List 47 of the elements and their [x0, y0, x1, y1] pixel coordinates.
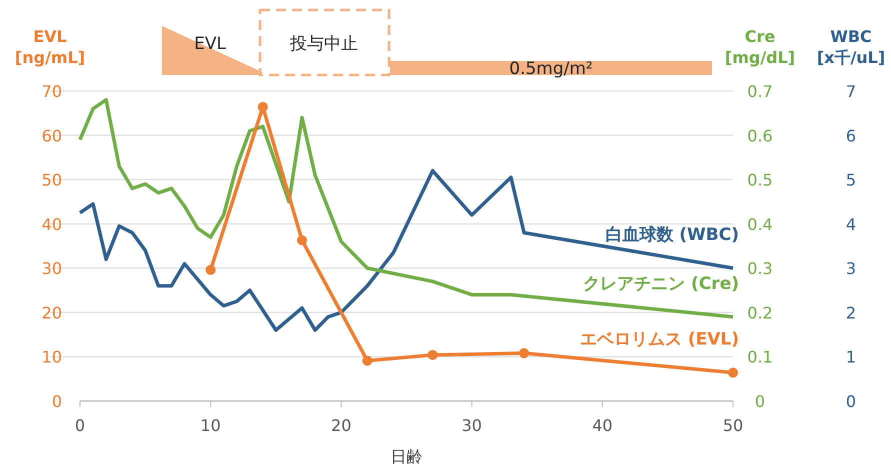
- y3-tick-label: 5: [846, 170, 856, 190]
- x-tick-label: 0: [74, 416, 86, 435]
- y-tick-label: 30: [42, 259, 62, 278]
- y2-axis-title: Cre [mg/dL]: [724, 27, 796, 67]
- y2-tick-label: 0.3: [747, 259, 773, 278]
- y2-tick-label: 0.4: [747, 214, 773, 234]
- y3-tick-label: 7: [846, 82, 856, 101]
- y2-tick-label: 0: [754, 392, 766, 411]
- series-label: クレアチニン (Cre): [583, 274, 739, 294]
- y2-tick-label: 0.1: [747, 348, 773, 367]
- y3-tick-label: 1: [846, 348, 856, 367]
- x-axis-title: 日齢: [390, 447, 422, 466]
- y-tick-label: 70: [42, 82, 62, 101]
- y2-tick-label: 0.2: [747, 303, 773, 322]
- y-tick-label: 40: [42, 214, 62, 234]
- text: EVL: [194, 34, 226, 54]
- y-tick-label: 60: [42, 126, 62, 146]
- y-tick-label: 20: [42, 303, 62, 322]
- point: [519, 348, 530, 358]
- y3-tick-label: 3: [846, 259, 856, 278]
- point: [362, 356, 372, 366]
- point: [206, 264, 216, 275]
- y3-tick-label: 2: [846, 303, 856, 322]
- point: [258, 102, 268, 112]
- y2-tick-label: 0.5: [747, 170, 773, 190]
- y2-tick-label: 0.6: [747, 126, 773, 146]
- y2-tick-label: 0.7: [747, 82, 773, 101]
- x-tick-label: 40: [592, 416, 613, 435]
- text: 0.5mg/m²: [509, 59, 593, 79]
- x-tick-label: 10: [200, 416, 221, 435]
- x-tick-label: 30: [462, 416, 482, 435]
- y-tick-label: 10: [42, 348, 62, 367]
- y-tick-label: 0: [52, 392, 62, 411]
- y3-axis-title: WBC [x千/uL]: [816, 27, 886, 67]
- x-tick-label: 20: [331, 416, 352, 435]
- series-label: 白血球数 (WBC): [605, 225, 739, 246]
- y3-tick-label: 6: [846, 126, 856, 146]
- point: [297, 235, 308, 246]
- point: [428, 350, 438, 360]
- y-axis-title: EVL [ng/mL]: [14, 27, 86, 67]
- y3-tick-label: 4: [846, 214, 856, 234]
- y3-tick-label: 0: [846, 392, 856, 411]
- text: 投与中止: [289, 34, 358, 54]
- x-tick-label: 50: [722, 416, 744, 435]
- point: [728, 368, 738, 378]
- series-label: エベロリムス (EVL): [580, 330, 739, 350]
- y-tick-label: 50: [42, 170, 62, 190]
